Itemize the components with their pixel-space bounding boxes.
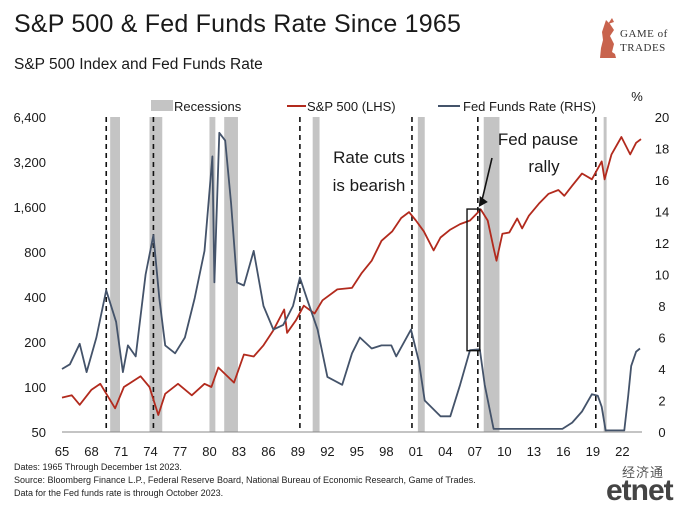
recession-bar bbox=[209, 117, 216, 432]
x-axis-tick-label: 77 bbox=[173, 444, 187, 459]
legend-label-sp500: S&P 500 (LHS) bbox=[307, 99, 396, 114]
x-axis-tick-label: 10 bbox=[497, 444, 511, 459]
x-axis-tick-label: 68 bbox=[84, 444, 98, 459]
watermark-etnet: etnet bbox=[606, 474, 674, 507]
left-axis-tick-label: 6,400 bbox=[13, 110, 46, 125]
x-axis-tick-label: 86 bbox=[261, 444, 275, 459]
recession-bar bbox=[110, 117, 120, 432]
x-axis-tick-label: 80 bbox=[202, 444, 216, 459]
right-axis-tick-label: 20 bbox=[655, 110, 669, 125]
right-axis-tick-label: 2 bbox=[658, 394, 665, 409]
x-axis-tick-label: 74 bbox=[143, 444, 157, 459]
recession-bar bbox=[224, 117, 238, 432]
annotation-rate-cuts-line1: Rate cuts bbox=[333, 148, 405, 167]
annotation-arrowhead bbox=[478, 196, 488, 208]
game-of-trades-logo bbox=[600, 18, 616, 58]
left-axis-tick-label: 200 bbox=[24, 335, 46, 350]
x-axis-tick-label: 22 bbox=[615, 444, 629, 459]
footnote-source: Source: Bloomberg Finance L.P., Federal … bbox=[14, 475, 476, 485]
annotation-arrow bbox=[481, 157, 493, 202]
chart-subtitle: S&P 500 Index and Fed Funds Rate bbox=[14, 56, 263, 73]
footnote-data: Data for the Fed funds rate is through O… bbox=[14, 488, 224, 498]
left-axis-tick-label: 100 bbox=[24, 380, 46, 395]
annotation-fed-pause-line1: Fed pause bbox=[498, 130, 578, 149]
recession-bar bbox=[483, 117, 500, 432]
footnote-dates: Dates: 1965 Through December 1st 2023. bbox=[14, 462, 182, 472]
annotation-rate-cuts-line2: is bearish bbox=[333, 176, 406, 195]
right-axis-tick-label: 16 bbox=[655, 173, 669, 188]
x-axis-tick-label: 16 bbox=[556, 444, 570, 459]
chart-title: S&P 500 & Fed Funds Rate Since 1965 bbox=[14, 10, 462, 38]
legend-label-fed-funds: Fed Funds Rate (RHS) bbox=[463, 99, 596, 114]
right-axis-tick-label: 18 bbox=[655, 142, 669, 157]
right-axis-unit: % bbox=[631, 89, 643, 104]
recession-bar bbox=[417, 117, 425, 432]
left-axis-tick-label: 50 bbox=[32, 425, 46, 440]
legend-label-recessions: Recessions bbox=[174, 99, 242, 114]
left-axis-tick-label: 400 bbox=[24, 290, 46, 305]
recession-bar bbox=[603, 117, 607, 432]
annotation-fed-pause-line2: rally bbox=[528, 157, 560, 176]
highlight-box bbox=[466, 208, 481, 352]
x-axis-tick-label: 71 bbox=[114, 444, 128, 459]
recession-bar bbox=[312, 117, 320, 432]
right-axis-tick-label: 8 bbox=[658, 299, 665, 314]
right-axis-tick-label: 14 bbox=[655, 205, 669, 220]
x-axis-tick-label: 95 bbox=[350, 444, 364, 459]
logo-text-line2: TRADES bbox=[620, 42, 666, 54]
x-axis-tick-label: 65 bbox=[55, 444, 69, 459]
logo-text-line1: GAME of bbox=[620, 28, 668, 40]
fed-funds-line bbox=[61, 131, 641, 432]
watermark-cn: 经济通 bbox=[622, 466, 665, 481]
x-axis-tick-label: 13 bbox=[527, 444, 541, 459]
x-axis-tick-label: 04 bbox=[438, 444, 452, 459]
right-axis-tick-label: 10 bbox=[655, 268, 669, 283]
legend-swatch-recessions bbox=[151, 100, 173, 111]
sp500-line bbox=[61, 136, 642, 416]
left-axis-tick-label: 1,600 bbox=[13, 200, 46, 215]
left-axis-tick-label: 800 bbox=[24, 245, 46, 260]
x-axis-tick-label: 98 bbox=[379, 444, 393, 459]
recession-bar bbox=[149, 117, 163, 432]
right-axis-tick-label: 0 bbox=[658, 425, 665, 440]
x-axis-tick-label: 01 bbox=[409, 444, 423, 459]
right-axis-tick-label: 6 bbox=[658, 331, 665, 346]
right-axis-tick-label: 4 bbox=[658, 362, 665, 377]
x-axis-tick-label: 83 bbox=[232, 444, 246, 459]
right-axis-tick-label: 12 bbox=[655, 236, 669, 251]
left-axis-tick-label: 3,200 bbox=[13, 155, 46, 170]
x-axis-tick-label: 89 bbox=[291, 444, 305, 459]
x-axis-tick-label: 07 bbox=[468, 444, 482, 459]
x-axis-tick-label: 19 bbox=[586, 444, 600, 459]
x-axis-tick-label: 92 bbox=[320, 444, 334, 459]
